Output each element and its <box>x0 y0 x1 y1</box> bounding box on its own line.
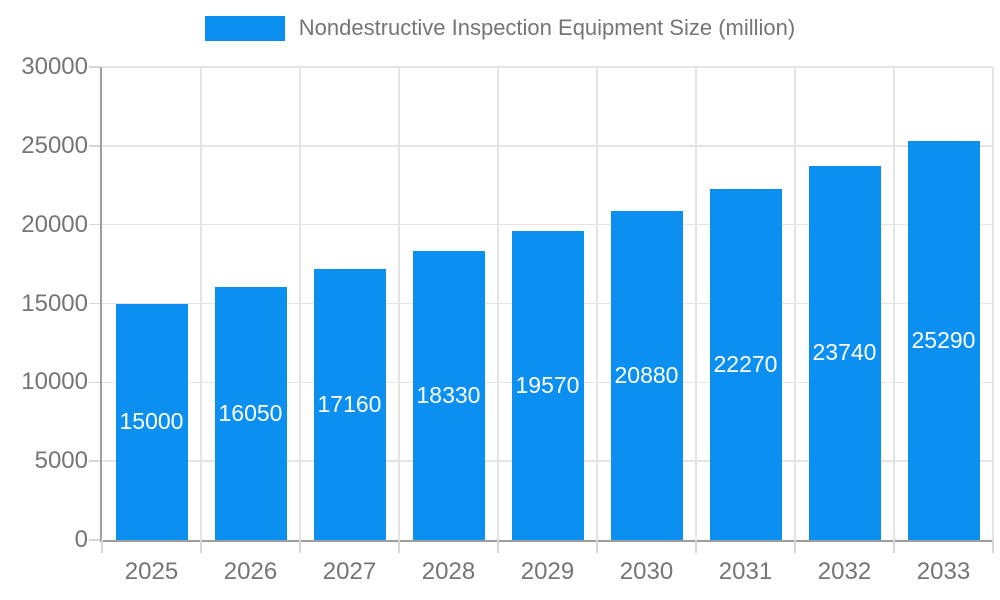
x-tick-label: 2026 <box>223 558 278 585</box>
y-tick-label: 15000 <box>21 289 88 317</box>
bar-value-label: 17160 <box>317 391 382 418</box>
bar-value-label: 25290 <box>911 327 976 354</box>
x-axis-tick <box>398 540 400 553</box>
x-axis-line <box>100 540 993 542</box>
legend-label: Nondestructive Inspection Equipment Size… <box>298 15 796 40</box>
x-tick-label: 2025 <box>124 558 179 585</box>
x-tick-label: 2031 <box>718 558 773 585</box>
v-gridline <box>200 67 202 540</box>
bar-value-label: 19570 <box>515 372 580 399</box>
v-gridline <box>893 67 895 540</box>
v-gridline <box>794 67 796 540</box>
plot-area: 15000 16050 17160 18330 19570 20880 22270 23740… <box>89 66 994 553</box>
bar-2033[interactable]: 25290 <box>907 141 980 540</box>
y-tick-label: 10000 <box>21 368 88 396</box>
x-axis-tick <box>200 540 202 553</box>
x-axis-tick <box>893 540 895 553</box>
y-tick-label: 5000 <box>34 447 88 475</box>
bar-2025[interactable]: 15000 <box>115 303 188 540</box>
bar-value-label: 16050 <box>218 399 283 426</box>
chart-legend: Nondestructive Inspection Equipment Size… <box>0 14 1000 42</box>
x-axis-tick <box>596 540 598 553</box>
v-gridline <box>695 67 697 540</box>
x-axis-tick <box>794 540 796 553</box>
bar-2026[interactable]: 16050 <box>214 286 287 540</box>
x-axis-tick <box>497 540 499 553</box>
x-tick-label: 2027 <box>322 558 377 585</box>
y-axis-tick <box>89 460 100 462</box>
y-axis-tick <box>89 223 100 226</box>
x-tick-label: 2030 <box>619 558 674 585</box>
y-axis-tick <box>89 302 100 305</box>
x-axis-tick <box>299 540 301 553</box>
bar-value-label: 20880 <box>614 361 679 388</box>
x-axis-tick <box>695 540 697 553</box>
x-tick-label: 2033 <box>916 558 971 585</box>
bar-value-label: 22270 <box>713 350 778 377</box>
y-axis-tick <box>89 381 100 384</box>
h-gridline <box>102 66 993 68</box>
bar-2031[interactable]: 22270 <box>709 188 782 540</box>
y-axis-tick <box>89 66 100 68</box>
y-tick-label: 20000 <box>21 210 88 238</box>
x-axis-tick <box>992 540 994 553</box>
x-tick-label: 2028 <box>421 558 476 585</box>
h-gridline <box>102 223 993 226</box>
y-tick-label: 25000 <box>21 131 88 159</box>
bar-value-label: 18330 <box>416 382 481 408</box>
x-tick-label: 2029 <box>520 558 575 585</box>
v-gridline <box>497 67 499 540</box>
y-axis-line <box>100 67 102 540</box>
bar-2028[interactable]: 18330 <box>412 251 485 540</box>
v-gridline <box>992 67 994 540</box>
y-axis-tick <box>89 145 100 147</box>
bar-2029[interactable]: 19570 <box>511 231 584 540</box>
bar-value-label: 23740 <box>812 339 877 366</box>
bar-2032[interactable]: 23740 <box>808 165 881 540</box>
legend-swatch <box>204 15 285 41</box>
y-axis-tick <box>89 539 100 541</box>
bar-value-label: 15000 <box>119 408 184 435</box>
y-tick-label: 0 <box>74 526 88 553</box>
v-gridline <box>398 67 400 540</box>
h-gridline <box>102 145 993 147</box>
y-tick-label: 30000 <box>21 53 88 80</box>
x-axis-tick <box>101 540 103 553</box>
x-tick-label: 2032 <box>817 558 872 585</box>
v-gridline <box>299 67 301 540</box>
bar-2027[interactable]: 17160 <box>313 269 386 540</box>
v-gridline <box>596 67 598 540</box>
bar-2030[interactable]: 20880 <box>610 210 683 540</box>
